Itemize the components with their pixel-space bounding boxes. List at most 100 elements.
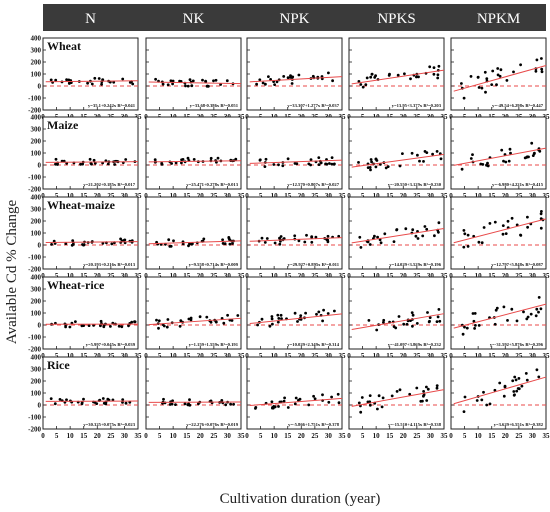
y-tick-label: 300 — [31, 286, 42, 294]
data-point — [180, 161, 183, 165]
data-point — [256, 323, 259, 327]
data-point — [298, 397, 302, 401]
data-point — [304, 311, 307, 315]
data-point — [471, 312, 475, 315]
data-point — [402, 322, 406, 326]
equation-label: y=-41.097+3.869x R²=0.232 — [388, 342, 442, 347]
data-point — [513, 375, 517, 379]
data-point — [493, 388, 497, 392]
data-point — [101, 78, 105, 81]
panel-frame — [450, 116, 547, 190]
x-tick-label: 25 — [107, 432, 115, 440]
panel-frame — [42, 276, 139, 350]
equation-label: y=-31.592+5.876x R²=0.296 — [490, 342, 544, 347]
x-tick-label: 30 — [121, 352, 129, 360]
y-tick-label: 400 — [31, 274, 42, 282]
x-tick-label: 15 — [80, 432, 88, 440]
x-tick-label: 5 — [55, 272, 59, 280]
x-tick-label: 10 — [271, 432, 279, 440]
data-point — [330, 395, 333, 399]
data-point — [540, 210, 543, 213]
x-tick-label: 10 — [67, 272, 75, 280]
data-point — [153, 158, 157, 162]
data-point — [310, 240, 314, 244]
panel: 0 5 10 15 20 25 30 35 y=-15.510+4.115x R²=0.338 — [347, 356, 448, 440]
fit-line — [453, 65, 547, 92]
panel-frame — [246, 37, 343, 111]
data-point — [357, 161, 360, 164]
data-point — [276, 320, 280, 324]
x-tick-label: 10 — [373, 192, 381, 200]
panel: 0 5 10 15 20 25 30 35 y=1.159+1.559x R²=0.191 — [144, 276, 245, 360]
data-point — [383, 232, 387, 236]
y-tick-label: 200 — [31, 138, 42, 146]
data-point — [425, 399, 429, 402]
x-tick-label: 30 — [529, 192, 537, 200]
data-point — [283, 396, 286, 400]
x-tick-label: 0 — [449, 272, 453, 280]
data-point — [336, 392, 340, 396]
data-point — [272, 163, 276, 166]
panel-frame — [450, 276, 547, 350]
x-tick-label: 20 — [400, 192, 408, 200]
data-point — [227, 237, 231, 240]
data-point — [311, 74, 315, 78]
data-point — [539, 226, 543, 230]
x-tick-label: 15 — [488, 432, 496, 440]
data-point — [54, 162, 57, 166]
panel-frame — [145, 37, 242, 111]
data-point — [417, 75, 420, 79]
data-point — [422, 390, 425, 393]
data-point — [307, 162, 311, 166]
y-tick-label: -200 — [28, 107, 41, 115]
data-point — [495, 306, 499, 310]
x-tick-label: 10 — [373, 272, 381, 280]
data-point — [86, 81, 89, 85]
y-tick-label: 100 — [31, 230, 42, 238]
x-tick-label: 5 — [361, 432, 365, 440]
data-point — [514, 378, 518, 382]
data-point — [473, 327, 476, 330]
data-point — [155, 318, 158, 322]
data-point — [526, 225, 529, 229]
x-tick-label: 35 — [135, 432, 143, 440]
data-point — [520, 384, 524, 388]
data-point — [421, 399, 424, 403]
data-point — [490, 83, 494, 86]
data-point — [505, 79, 509, 82]
row-label: Rice — [47, 358, 70, 372]
data-point — [212, 79, 215, 83]
equation-label: y=12.570+0.807x R²=0.027 — [287, 182, 339, 187]
data-point — [106, 397, 110, 401]
y-tick-label: 0 — [38, 162, 42, 170]
y-tick-label: 400 — [31, 194, 42, 202]
data-point — [221, 238, 225, 242]
data-point — [219, 83, 223, 86]
data-point — [293, 162, 297, 165]
data-point — [480, 398, 484, 402]
x-tick-label: 25 — [413, 432, 421, 440]
data-point — [290, 82, 294, 85]
y-tick-label: -200 — [28, 426, 41, 434]
x-tick-label: 20 — [502, 352, 510, 360]
data-point — [486, 164, 490, 168]
data-point — [191, 242, 194, 246]
y-tick-label: 0 — [38, 83, 42, 91]
y-tick-label: 200 — [31, 218, 42, 226]
x-tick-label: 25 — [515, 432, 523, 440]
data-point — [475, 399, 479, 402]
x-tick-label: 30 — [427, 192, 435, 200]
data-point — [462, 245, 466, 249]
data-point — [214, 78, 218, 82]
data-point — [359, 246, 363, 249]
x-tick-label: 30 — [325, 432, 333, 440]
x-tick-label: 30 — [224, 352, 232, 360]
data-point — [293, 311, 297, 315]
data-point — [273, 405, 277, 409]
data-point — [276, 313, 280, 317]
x-tick-label: 15 — [386, 432, 394, 440]
panel: -200-100010020030040005101520253035y=35.… — [28, 35, 142, 122]
panel-frame — [348, 37, 445, 111]
data-point — [410, 311, 414, 314]
